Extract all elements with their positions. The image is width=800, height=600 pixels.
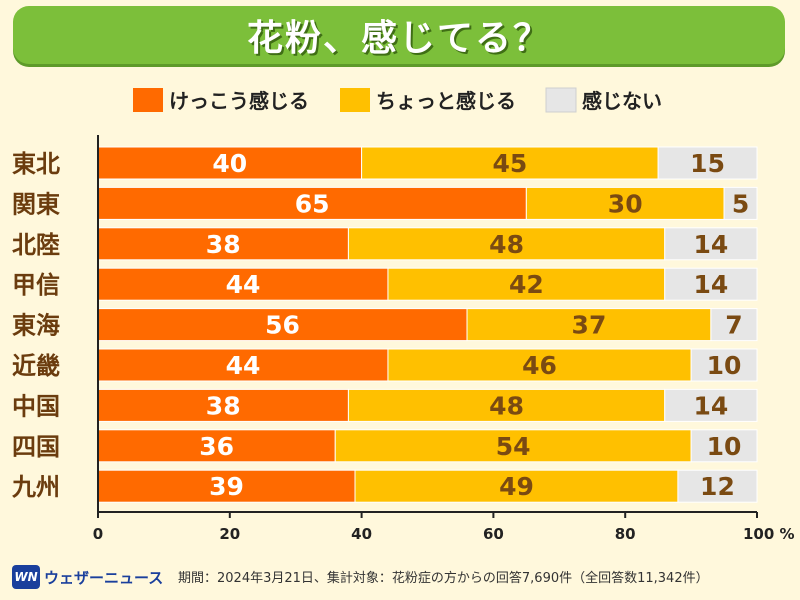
logo-mark: WN <box>12 565 40 589</box>
data-label: 30 <box>608 189 643 218</box>
data-label: 14 <box>693 230 728 259</box>
data-label: 54 <box>496 432 531 461</box>
legend-swatch-1 <box>133 88 163 112</box>
data-label: 5 <box>732 189 749 218</box>
x-tick-label: 0 <box>93 525 103 543</box>
legend-swatch-2 <box>340 88 370 112</box>
bar-segment <box>525 186 725 220</box>
legend-label-3: 感じない <box>582 89 662 113</box>
region-label: 北陸 <box>12 231 60 259</box>
bar-segment <box>387 348 692 382</box>
data-label: 44 <box>226 270 261 299</box>
title-banner: 花粉、感じてる？ <box>13 6 785 64</box>
region-label: 東海 <box>12 312 60 340</box>
data-label: 42 <box>509 270 544 299</box>
data-label: 39 <box>209 472 244 501</box>
bar-segment <box>690 429 758 463</box>
data-label: 14 <box>693 270 728 299</box>
bar-segment <box>664 227 758 261</box>
bar-segment <box>97 267 389 301</box>
bar-segment <box>347 227 666 261</box>
data-label: 56 <box>265 311 300 340</box>
bar-segment <box>97 146 363 180</box>
bar-segment <box>664 388 758 422</box>
data-label: 40 <box>212 149 247 178</box>
legend-label-1: けっこう感じる <box>169 89 309 113</box>
data-label: 49 <box>499 472 534 501</box>
bar-segment <box>677 469 758 503</box>
bar-segment <box>664 267 758 301</box>
bar-segment <box>97 227 349 261</box>
x-tick-label: 80 <box>615 525 636 543</box>
region-label: 中国 <box>12 392 60 420</box>
data-label: 44 <box>226 351 261 380</box>
data-label: 14 <box>693 391 728 420</box>
region-label: 近畿 <box>12 352 60 380</box>
data-label: 10 <box>707 351 742 380</box>
bar-segment <box>97 186 527 220</box>
data-label: 46 <box>522 351 557 380</box>
region-label: 東北 <box>12 150 60 178</box>
weathernews-logo: WN ウェザーニュース <box>12 563 163 591</box>
data-label: 37 <box>572 311 607 340</box>
x-tick-label: 20 <box>219 525 240 543</box>
bar-segment <box>334 429 692 463</box>
data-label: 48 <box>489 391 524 420</box>
bar-segment <box>97 308 468 342</box>
region-label: 四国 <box>12 433 60 461</box>
x-tick-label: 40 <box>351 525 372 543</box>
data-label: 65 <box>295 189 330 218</box>
data-label: 10 <box>707 432 742 461</box>
data-label: 45 <box>492 149 527 178</box>
bar-segment <box>710 308 758 342</box>
bar-segment <box>354 469 679 503</box>
logo-name: ウェザーニュース <box>44 568 164 587</box>
data-label: 36 <box>199 432 234 461</box>
legend-label-2: ちょっと感じる <box>376 89 516 113</box>
bar-segment <box>657 146 758 180</box>
region-label: 九州 <box>11 473 60 501</box>
bar-segment <box>723 186 758 220</box>
data-label: 7 <box>725 311 742 340</box>
region-label: 甲信 <box>12 271 60 299</box>
region-label: 関東 <box>12 190 60 218</box>
x-tick-label: 60 <box>483 525 504 543</box>
chart-title: 花粉、感じてる？ <box>246 18 551 59</box>
data-label: 12 <box>700 472 735 501</box>
bar-segment <box>690 348 758 382</box>
data-label: 15 <box>690 149 725 178</box>
data-label: 38 <box>206 391 241 420</box>
legend-swatch-3 <box>545 87 577 113</box>
data-label: 38 <box>206 230 241 259</box>
data-label: 48 <box>489 230 524 259</box>
bar-segment <box>466 308 712 342</box>
x-tick-label: 100 % <box>743 525 795 543</box>
bar-segment <box>387 267 666 301</box>
footer-note: 期間：2024年3月21日、集計対象：花粉症の方からの回答7,690件（全回答数… <box>178 571 709 586</box>
